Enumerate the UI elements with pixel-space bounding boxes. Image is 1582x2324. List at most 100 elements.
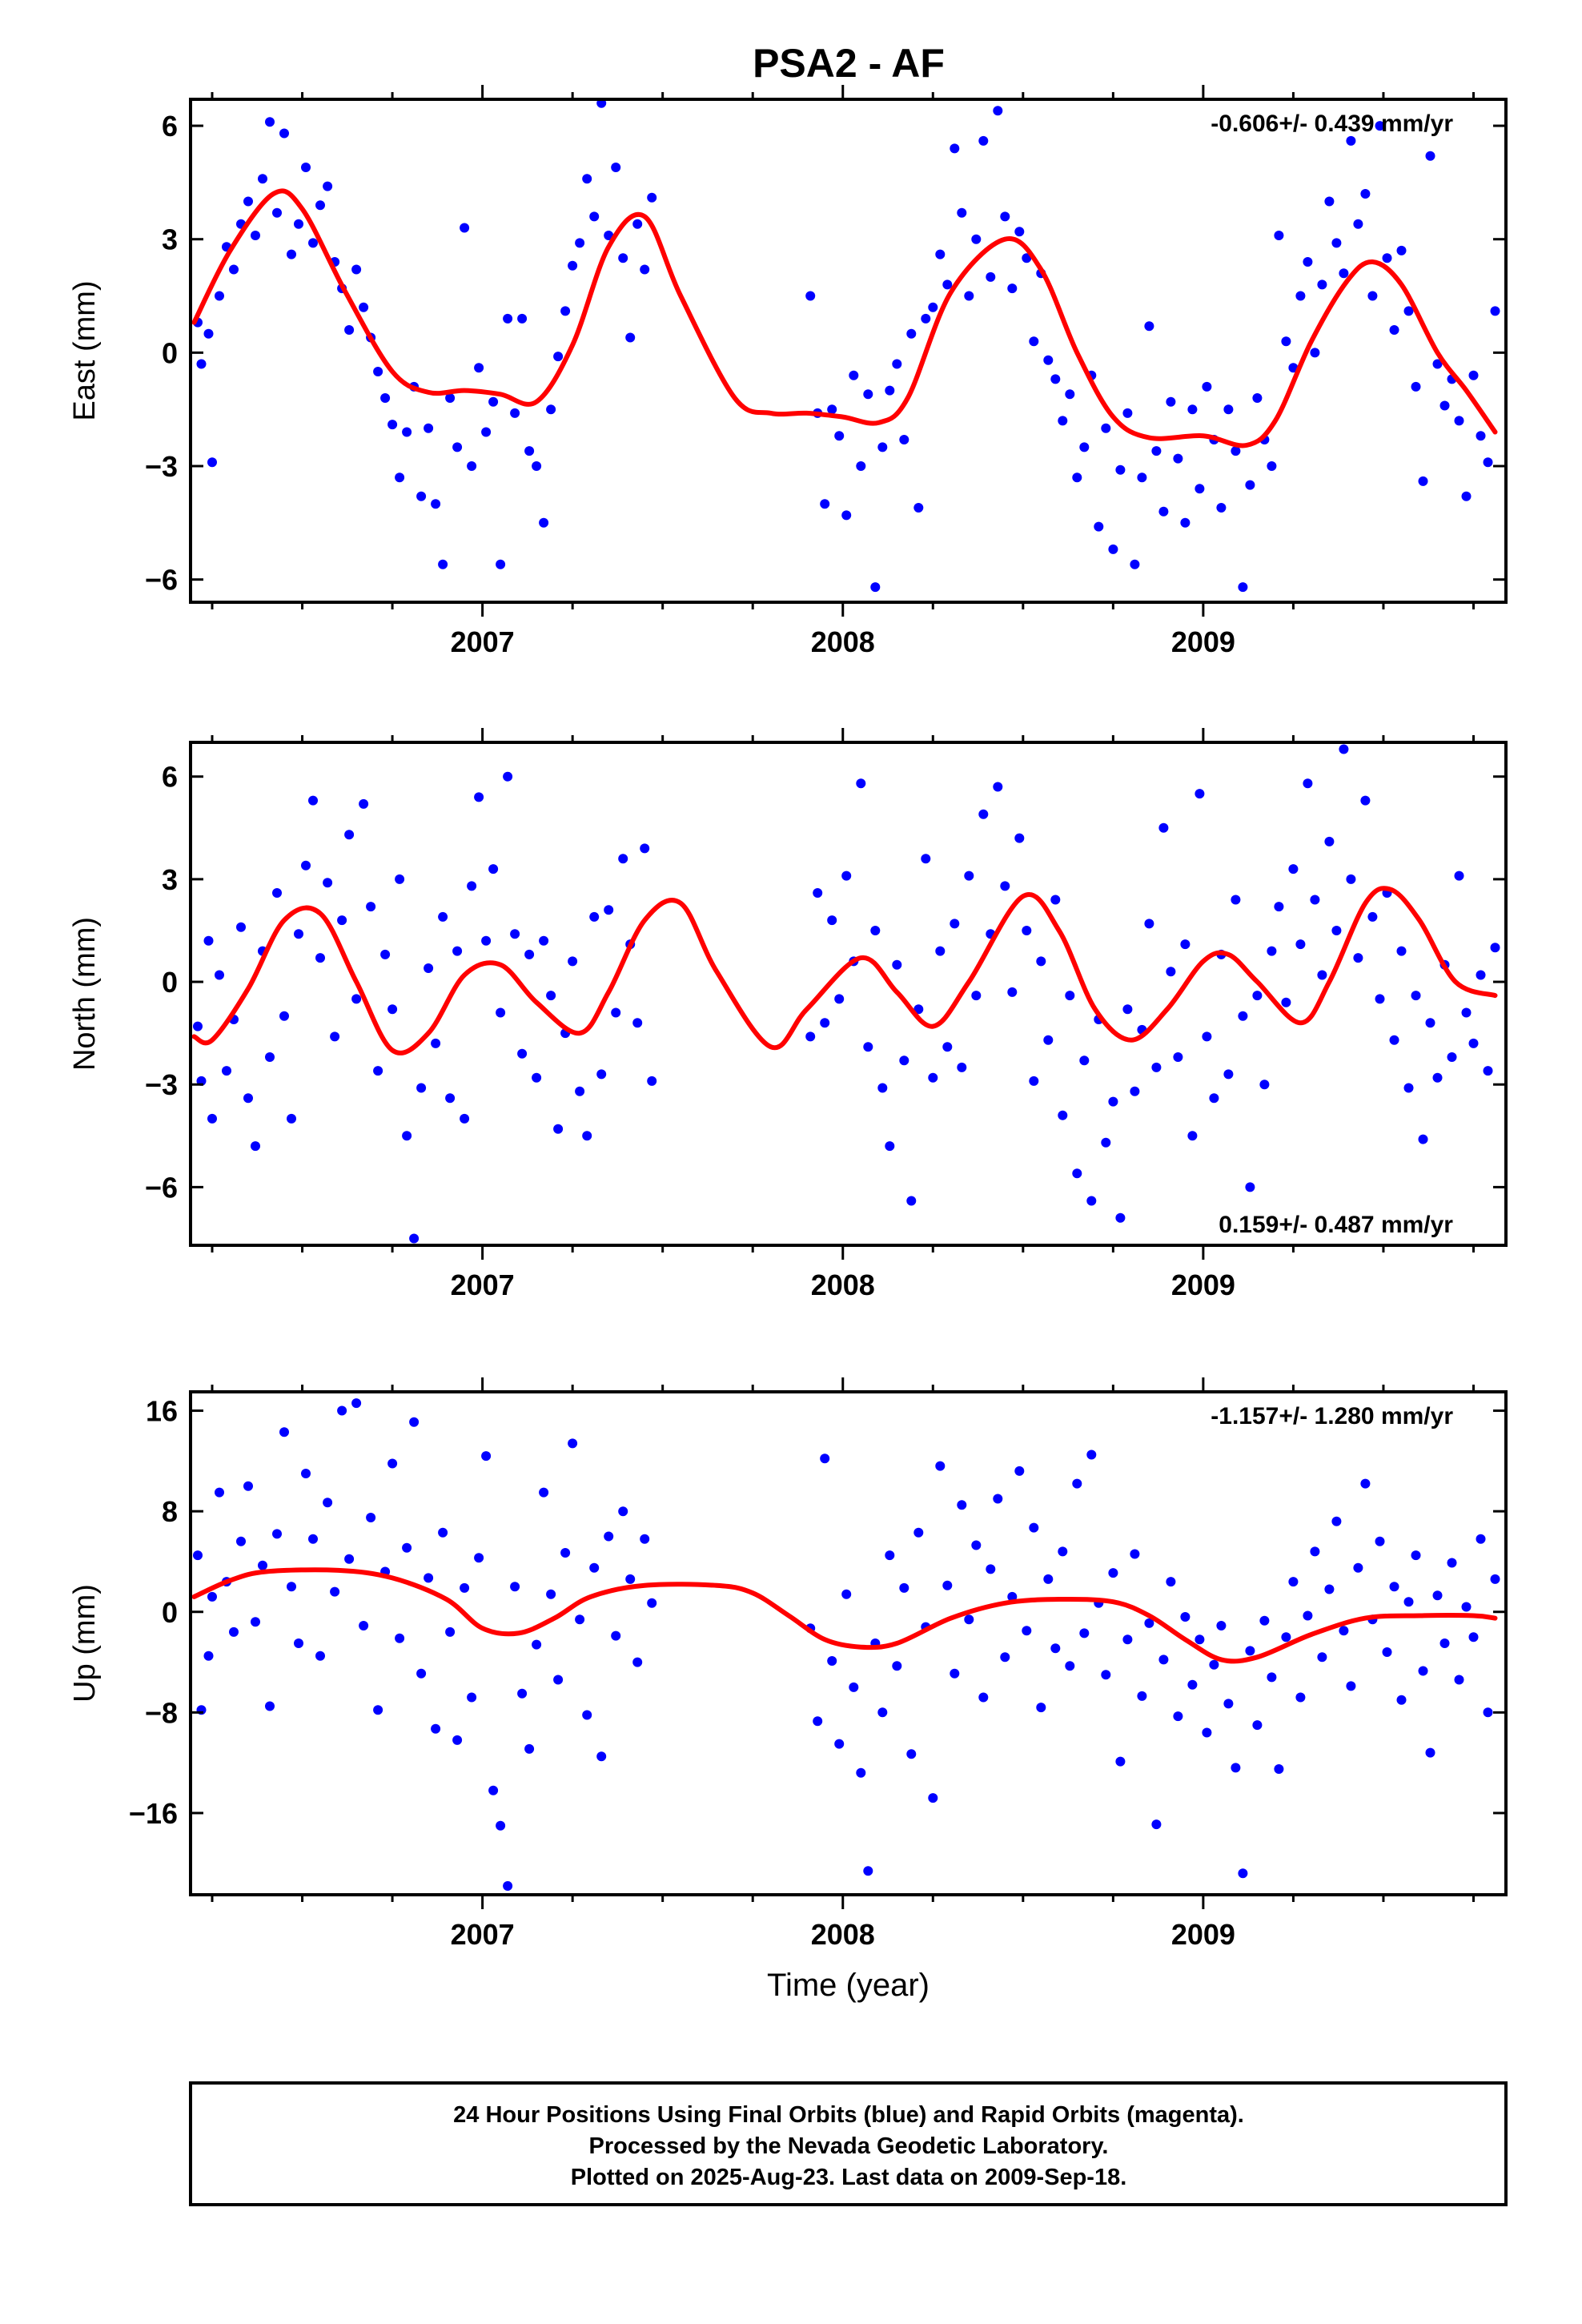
north-model-curve [191, 886, 1498, 1055]
east-point-53 [568, 260, 578, 271]
north-point-109 [1122, 1004, 1133, 1015]
east-point-140 [1346, 135, 1356, 146]
north-point-14 [287, 1113, 296, 1124]
north-point-123 [1223, 1069, 1234, 1080]
east-point-90 [986, 271, 996, 282]
east-point-144 [1375, 121, 1385, 131]
east-xtick-label-2: 2009 [1171, 625, 1235, 658]
up-point-44 [503, 1881, 513, 1891]
up-point-50 [546, 1589, 556, 1599]
north-point-159 [1483, 1066, 1493, 1076]
up-point-6 [229, 1626, 239, 1637]
north-ytick-label-4: 6 [162, 761, 178, 794]
up-point-80 [913, 1527, 924, 1538]
east-point-159 [1483, 457, 1493, 468]
up-point-33 [424, 1573, 434, 1583]
north-point-33 [424, 963, 434, 973]
east-point-143 [1367, 291, 1378, 301]
up-point-120 [1202, 1727, 1212, 1738]
up-rate-label: -1.157+/- 1.280 mm/yr [1211, 1403, 1453, 1429]
up-model-curve [191, 1567, 1498, 1664]
east-point-42 [488, 396, 499, 407]
up-ytick-label-1: −8 [145, 1696, 178, 1729]
north-point-115 [1166, 967, 1176, 977]
up-ytick-label-0: −16 [129, 1797, 178, 1830]
up-point-2 [203, 1651, 214, 1661]
east-point-64 [647, 192, 657, 203]
east-point-111 [1137, 472, 1147, 483]
up-point-152 [1432, 1590, 1443, 1601]
north-point-63 [640, 843, 650, 854]
up-point-37 [452, 1735, 463, 1745]
footer-frame [189, 2081, 1508, 2206]
north-point-102 [1072, 1168, 1082, 1179]
north-point-46 [517, 1048, 528, 1059]
north-point-48 [532, 1072, 542, 1083]
east-point-108 [1115, 464, 1126, 475]
north-point-140 [1346, 874, 1356, 884]
north-point-44 [503, 771, 513, 782]
east-point-2 [203, 328, 214, 339]
up-point-18 [315, 1651, 325, 1661]
up-point-145 [1382, 1647, 1392, 1657]
footer-line-3: Plotted on 2025-Aug-23. Last data on 200… [571, 2165, 1127, 2190]
up-ylabel: Up (mm) [68, 1584, 102, 1703]
east-xtick-label-1: 2008 [811, 625, 875, 658]
up-point-121 [1209, 1659, 1219, 1670]
east-point-142 [1360, 189, 1371, 199]
east-point-59 [611, 163, 621, 172]
up-point-15 [294, 1638, 303, 1648]
up-point-156 [1461, 1602, 1472, 1612]
north-point-104 [1086, 1196, 1097, 1206]
north-point-128 [1259, 1080, 1270, 1090]
north-point-148 [1403, 1083, 1414, 1093]
north-point-74 [870, 926, 881, 935]
up-xlabel: Time (year) [767, 1968, 930, 2003]
east-model-curve [191, 188, 1498, 448]
east-point-83 [935, 249, 946, 259]
east-point-29 [395, 472, 405, 483]
east-point-9 [251, 231, 260, 240]
north-point-56 [589, 911, 600, 922]
north-point-144 [1375, 994, 1385, 1004]
up-point-30 [402, 1542, 412, 1553]
up-point-112 [1144, 1618, 1154, 1628]
up-point-94 [1014, 1466, 1025, 1476]
east-point-8 [243, 196, 253, 207]
east-point-38 [460, 223, 470, 233]
north-point-103 [1079, 1055, 1090, 1066]
up-ytick-label-2: 0 [162, 1596, 178, 1629]
north-point-118 [1187, 1131, 1198, 1141]
east-point-123 [1223, 404, 1234, 415]
up-ytick-label-3: 8 [162, 1495, 178, 1528]
up-point-158 [1476, 1534, 1486, 1544]
north-point-98 [1043, 1035, 1054, 1045]
up-point-49 [539, 1487, 549, 1498]
north-point-129 [1267, 946, 1277, 956]
east-point-77 [892, 359, 902, 369]
east-point-61 [625, 332, 636, 343]
north-point-119 [1195, 789, 1205, 799]
east-panel: −6 −3 0 3 6 2007 2008 2009 East (mm) -0.606+/- 0.… [68, 85, 1508, 658]
up-point-19 [323, 1498, 333, 1508]
north-point-24 [359, 798, 369, 809]
east-point-93 [1007, 283, 1018, 294]
east-point-91 [993, 106, 1003, 116]
east-point-22 [344, 325, 355, 335]
up-panel: −16 −8 0 8 16 2007 2008 2009 Up (mm) -1.157+/- 1.… [68, 1377, 1508, 2003]
north-point-137 [1324, 836, 1335, 846]
north-point-108 [1115, 1212, 1126, 1223]
east-point-65 [805, 291, 816, 301]
north-point-100 [1058, 1110, 1068, 1120]
north-point-5 [222, 1066, 231, 1076]
north-point-91 [993, 782, 1003, 792]
up-point-147 [1396, 1695, 1407, 1705]
east-point-70 [841, 510, 852, 521]
up-point-69 [834, 1739, 845, 1749]
east-point-26 [373, 367, 383, 376]
up-point-131 [1281, 1632, 1291, 1642]
north-point-42 [488, 864, 499, 875]
east-point-37 [452, 442, 463, 452]
north-point-62 [632, 1018, 643, 1028]
up-point-87 [964, 1614, 974, 1625]
